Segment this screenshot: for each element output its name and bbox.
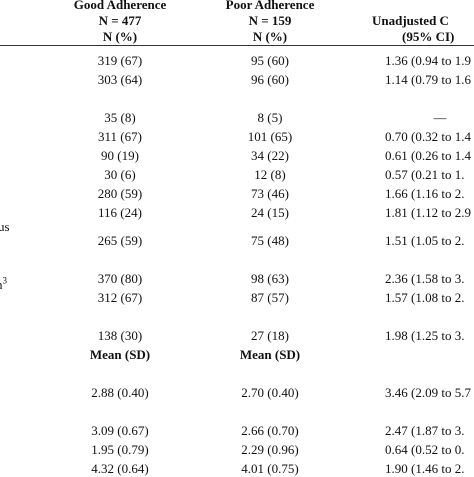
header-rule	[0, 45, 474, 46]
cell: 90 (19)	[101, 148, 139, 163]
cell: 35 (8)	[104, 110, 136, 125]
cell: 311 (67)	[98, 129, 142, 144]
cell: 24 (15)	[251, 205, 289, 220]
cell: 2.70 (0.40)	[241, 385, 299, 400]
cell: 0.57 (0.21 to 1.	[385, 167, 465, 182]
cell: 98 (63)	[251, 271, 289, 286]
cell: 0.61 (0.26 to 1.4	[385, 148, 471, 163]
cell: 1.81 (1.12 to 2.9	[385, 205, 471, 220]
cell: 12 (8)	[254, 167, 286, 182]
label-sup: 3	[2, 275, 8, 286]
row-label: us	[0, 219, 10, 234]
cell: 1.14 (0.79 to 1.6	[385, 72, 471, 87]
cell: 2.36 (1.58 to 3.	[385, 271, 465, 286]
cell: 2.29 (0.96)	[241, 442, 299, 457]
header: N (%)	[102, 29, 138, 44]
cell: 3.09 (0.67)	[91, 423, 149, 438]
cell: 3.46 (2.09 to 5.7	[385, 385, 471, 400]
cell: 1.95 (0.79)	[91, 442, 149, 457]
cell: 1.66 (1.16 to 2.	[385, 186, 465, 201]
cell: 265 (59)	[97, 233, 143, 248]
label-text: n	[0, 277, 3, 292]
cell: 2.47 (1.87 to 3.	[385, 423, 465, 438]
cell: 34 (22)	[251, 148, 289, 163]
cell: 1.98 (1.25 to 3.	[385, 328, 465, 343]
cell: 116 (24)	[98, 205, 142, 220]
cell: 303 (64)	[97, 72, 143, 87]
cell: —	[433, 110, 447, 125]
cell: 96 (60)	[251, 72, 289, 87]
row-label: n3	[0, 275, 8, 293]
header: N (%)	[252, 29, 288, 44]
cell: 8 (5)	[257, 110, 283, 125]
cell: 95 (60)	[251, 53, 289, 68]
cell: 280 (59)	[97, 186, 143, 201]
header: (95% CI)	[402, 29, 455, 44]
cell: 2.66 (0.70)	[241, 423, 299, 438]
cell: 370 (80)	[97, 271, 143, 286]
cell: 1.57 (1.08 to 2.	[385, 290, 465, 305]
cell: 2.88 (0.40)	[91, 385, 149, 400]
cell: 1.51 (1.05 to 2.	[385, 233, 465, 248]
cell: 1.90 (1.46 to 2.	[385, 461, 465, 476]
header: N = 477	[98, 13, 142, 28]
cell: 1.36 (0.94 to 1.9	[385, 53, 471, 68]
cell: Mean (SD)	[239, 347, 301, 362]
cell: 0.70 (0.32 to 1.4	[385, 129, 471, 144]
cell: 27 (18)	[251, 328, 289, 343]
header: N = 159	[248, 13, 292, 28]
header: Poor Adherence	[225, 0, 315, 12]
cell: 4.32 (0.64)	[91, 461, 149, 476]
cell: 75 (48)	[251, 233, 289, 248]
cell: 30 (6)	[104, 167, 136, 182]
cell: Mean (SD)	[89, 347, 151, 362]
cell: 4.01 (0.75)	[241, 461, 299, 476]
cell: 319 (67)	[97, 53, 143, 68]
header: Good Adherence	[73, 0, 167, 12]
cell: 87 (57)	[251, 290, 289, 305]
cell: 101 (65)	[247, 129, 293, 144]
header: Unadjusted C	[372, 13, 449, 28]
cell: 138 (30)	[97, 328, 143, 343]
cell: 0.64 (0.52 to 0.	[385, 442, 465, 457]
cell: 312 (67)	[97, 290, 143, 305]
cell: 73 (46)	[251, 186, 289, 201]
